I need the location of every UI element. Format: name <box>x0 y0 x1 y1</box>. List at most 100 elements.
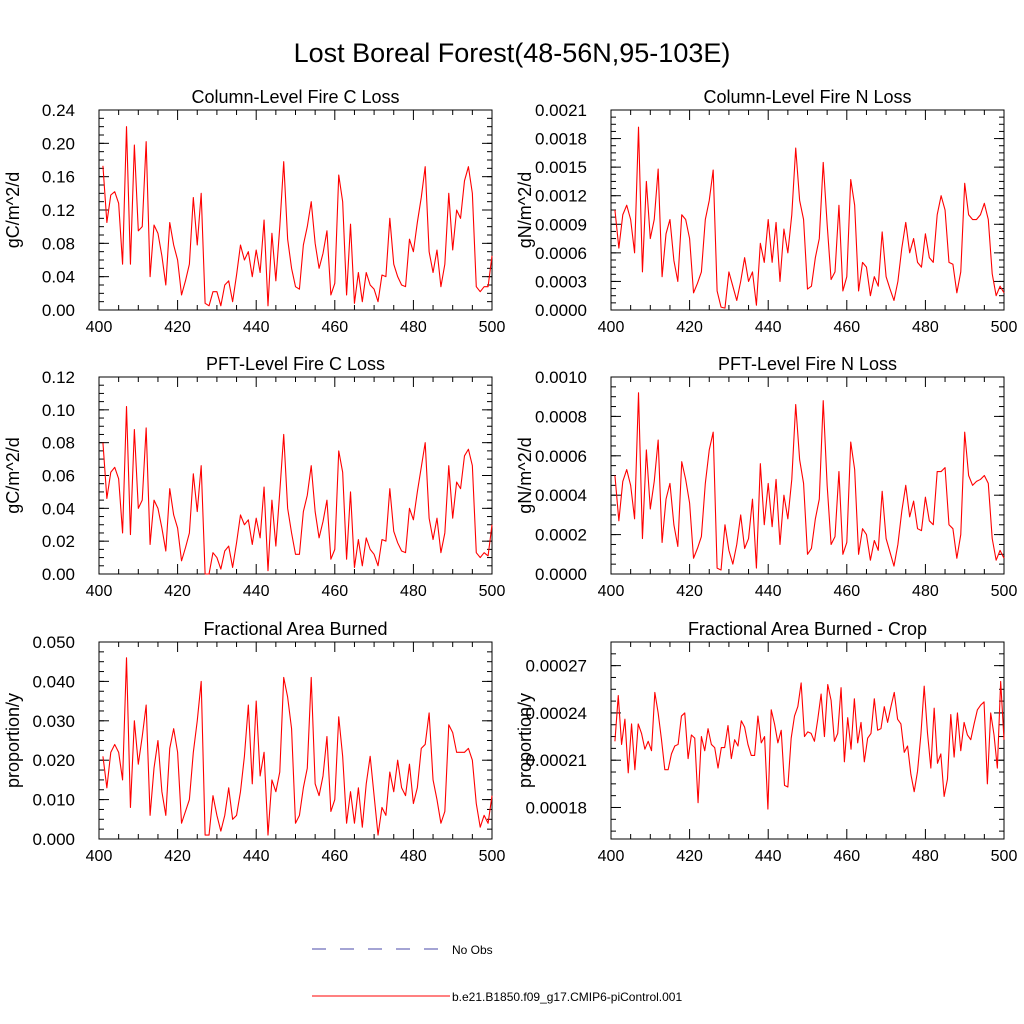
legend: No Obs b.e21.B1850.f09_g17.CMIP6-piContr… <box>312 943 682 1004</box>
x-tick-label: 480 <box>912 848 939 865</box>
y-tick-label: 0.10 <box>42 401 75 420</box>
y-tick-label: 0.010 <box>32 791 75 810</box>
x-tick-label: 420 <box>676 583 703 600</box>
chart-panel-2: Column-Level Fire N Loss gN/m^2/d 400 420 44… <box>515 87 1017 336</box>
y-tick-label: 0.000 <box>32 830 75 849</box>
y-tick-label: 0.050 <box>32 633 75 652</box>
chart-title: PFT-Level Fire C Loss <box>206 354 385 374</box>
chart-panel-3: PFT-Level Fire C Loss gC/m^2/d 400 420 440 46… <box>3 354 505 600</box>
legend-label-model: b.e21.B1850.f09_g17.CMIP6-piControl.001 <box>452 990 682 1004</box>
y-tick-label: 0.00027 <box>526 657 587 676</box>
x-tick-label: 420 <box>164 583 191 600</box>
x-tick-label: 400 <box>86 848 113 865</box>
x-tick-label: 440 <box>755 583 782 600</box>
y-tick-label: 0.0002 <box>535 526 587 545</box>
plot-frame <box>610 641 1005 840</box>
y-tick-label: 0.0010 <box>535 368 587 387</box>
x-tick-label: 460 <box>833 583 860 600</box>
y-tick-label: 0.20 <box>42 134 75 153</box>
x-tick-label: 480 <box>400 583 427 600</box>
x-tick-label: 440 <box>755 319 782 336</box>
series-line <box>102 657 493 836</box>
y-tick-label: 0.020 <box>32 751 75 770</box>
x-tick-label: 480 <box>912 583 939 600</box>
x-tick-label: 400 <box>598 319 625 336</box>
y-tick-label: 0.0008 <box>535 407 587 426</box>
x-tick-label: 500 <box>479 319 506 336</box>
y-tick-label: 0.08 <box>42 434 75 453</box>
x-tick-label: 440 <box>243 319 270 336</box>
y-tick-label: 0.0004 <box>535 486 587 505</box>
x-tick-label: 440 <box>755 848 782 865</box>
y-tick-label: 0.00024 <box>526 704 587 723</box>
x-tick-label: 500 <box>479 848 506 865</box>
series-line <box>614 392 1005 571</box>
y-tick-label: 0.030 <box>32 712 75 731</box>
series-line <box>614 126 1005 309</box>
chart-panel-5: Fractional Area Burned proportion/y 400 420… <box>3 619 505 865</box>
plot-frame <box>98 376 493 575</box>
x-tick-label: 500 <box>991 583 1018 600</box>
chart-title: PFT-Level Fire N Loss <box>718 354 897 374</box>
x-tick-label: 420 <box>164 848 191 865</box>
x-tick-label: 400 <box>86 583 113 600</box>
y-tick-label: 0.00 <box>42 301 75 320</box>
y-axis-label: proportion/y <box>3 693 23 788</box>
y-tick-label: 0.00 <box>42 565 75 584</box>
legend-label-no-obs: No Obs <box>452 943 493 957</box>
x-tick-label: 420 <box>676 848 703 865</box>
x-tick-label: 440 <box>243 583 270 600</box>
y-tick-label: 0.040 <box>32 672 75 691</box>
y-axis-label: gN/m^2/d <box>515 437 535 513</box>
y-tick-label: 0.00018 <box>526 798 587 817</box>
y-tick-label: 0.0015 <box>535 158 587 177</box>
y-tick-label: 0.0006 <box>535 447 587 466</box>
y-axis-label: gC/m^2/d <box>3 437 23 513</box>
x-tick-label: 460 <box>321 848 348 865</box>
x-tick-label: 460 <box>833 319 860 336</box>
y-tick-label: 0.0006 <box>535 244 587 263</box>
y-tick-label: 0.24 <box>42 101 75 120</box>
x-tick-label: 420 <box>676 319 703 336</box>
series-line <box>102 126 493 307</box>
x-tick-label: 480 <box>400 848 427 865</box>
panels: Column-Level Fire C Loss gC/m^2/d 400 420 44… <box>3 87 1017 865</box>
y-axis-label: gC/m^2/d <box>3 172 23 248</box>
chart-panel-6: Fractional Area Burned - Crop proportion/… <box>515 619 1017 865</box>
y-tick-label: 0.00021 <box>526 751 587 770</box>
y-tick-label: 0.16 <box>42 168 75 187</box>
y-tick-label: 0.12 <box>42 201 75 220</box>
x-tick-label: 400 <box>86 319 113 336</box>
x-tick-label: 500 <box>991 848 1018 865</box>
y-tick-label: 0.12 <box>42 368 75 387</box>
x-tick-label: 440 <box>243 848 270 865</box>
x-tick-label: 460 <box>321 583 348 600</box>
chart-title: Column-Level Fire C Loss <box>191 87 399 107</box>
plot-frame <box>98 109 493 311</box>
x-tick-label: 500 <box>991 319 1018 336</box>
x-tick-label: 500 <box>479 583 506 600</box>
y-tick-label: 0.0009 <box>535 215 587 234</box>
y-tick-label: 0.04 <box>42 499 75 518</box>
chart-title: Fractional Area Burned - Crop <box>688 619 927 639</box>
y-tick-label: 0.0012 <box>535 187 587 206</box>
chart-panel-1: Column-Level Fire C Loss gC/m^2/d 400 420 44… <box>3 87 505 336</box>
x-tick-label: 480 <box>912 319 939 336</box>
y-tick-label: 0.06 <box>42 467 75 486</box>
y-tick-label: 0.0000 <box>535 565 587 584</box>
series-line <box>102 405 493 575</box>
y-tick-label: 0.0003 <box>535 272 587 291</box>
page-title: Lost Boreal Forest(48-56N,95-103E) <box>294 38 731 68</box>
y-tick-label: 0.0021 <box>535 101 587 120</box>
y-tick-label: 0.0018 <box>535 130 587 149</box>
chart-title: Fractional Area Burned <box>203 619 387 639</box>
y-axis-label: gN/m^2/d <box>515 172 535 248</box>
y-axis-label: proportion/y <box>515 693 535 788</box>
chart-title: Column-Level Fire N Loss <box>703 87 911 107</box>
y-tick-label: 0.02 <box>42 532 75 551</box>
x-tick-label: 420 <box>164 319 191 336</box>
x-tick-label: 480 <box>400 319 427 336</box>
y-tick-label: 0.04 <box>42 268 75 287</box>
y-tick-label: 0.08 <box>42 234 75 253</box>
